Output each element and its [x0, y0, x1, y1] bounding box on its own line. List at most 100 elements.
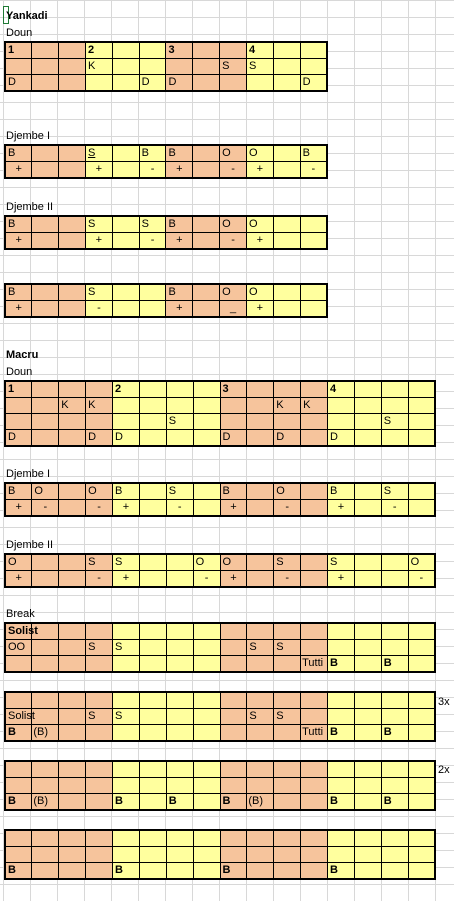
grid-cell [353, 622, 382, 640]
grid-cell: O [407, 553, 436, 571]
grid-cell [31, 300, 60, 318]
grid-row: Solist S S S S [4, 708, 436, 725]
grid-cell [380, 846, 409, 863]
grid-cell [31, 760, 60, 778]
grid-cell [273, 777, 302, 794]
grid-cell [58, 862, 87, 880]
grid-cell [4, 397, 33, 414]
grid-cell [299, 215, 328, 233]
grid-cell: O [4, 553, 33, 571]
grid-cell [407, 829, 436, 847]
grid-cell: S [85, 553, 113, 571]
grid-cell: B [380, 793, 409, 811]
grid-cell: B [327, 724, 355, 742]
grid-cell [58, 74, 86, 92]
grid-cell [272, 58, 301, 75]
grid-cell [165, 691, 194, 709]
grid-cell [272, 283, 301, 301]
grid-cell [273, 760, 302, 778]
grid-cell [138, 499, 167, 517]
grid-cell [300, 708, 328, 725]
grid-cell: Solist [4, 708, 35, 725]
grid-cell [407, 777, 436, 794]
grid-cell [85, 862, 113, 880]
grid-cell [192, 232, 221, 250]
grid-cell: S [246, 639, 275, 656]
grid-cell: S [84, 283, 113, 301]
grid-cell: 4 [327, 380, 355, 398]
grid-cell: D [138, 74, 167, 92]
grid-cell [246, 570, 275, 588]
grid-row: B (B) B B B (B) B B [4, 793, 436, 811]
grid-cell: + [112, 570, 140, 588]
grid-cell [31, 215, 60, 233]
grid-cell [353, 793, 382, 811]
grid-cell [112, 777, 140, 794]
grid-cell [246, 499, 275, 517]
grid-cell [353, 846, 382, 863]
grid-cell [58, 161, 86, 179]
grid-cell [85, 829, 113, 847]
grid-cell [112, 413, 140, 430]
grid-cell [380, 397, 409, 414]
grid-cell: (B) [31, 724, 60, 742]
grid-cell: + [84, 161, 113, 179]
grid-cell: B [327, 482, 355, 500]
grid-macru-djembe-2: O S S O O S S O + - + - + - + - [4, 553, 436, 588]
grid-cell: B [219, 862, 248, 880]
grid-cell [246, 482, 275, 500]
grid-cell [219, 41, 247, 59]
grid-cell [380, 429, 409, 447]
grid-cell: D [112, 429, 140, 447]
grid-cell [112, 724, 140, 742]
grid-cell [273, 862, 302, 880]
grid-cell [138, 397, 167, 414]
grid-cell [85, 622, 113, 640]
grid-cell [165, 429, 194, 447]
grid-cell: - [84, 300, 113, 318]
grid-cell [138, 429, 167, 447]
grid-cell [192, 639, 221, 656]
grid-cell [353, 639, 382, 656]
grid-cell [300, 862, 328, 880]
grid-cell [31, 553, 60, 571]
grid-cell: + [4, 161, 33, 179]
grid-cell [31, 283, 60, 301]
grid-row [4, 829, 436, 847]
grid-cell [58, 622, 87, 640]
grid-cell [58, 691, 87, 709]
grid-cell [58, 655, 87, 673]
label-macru-doun: Doun [6, 366, 33, 378]
grid-cell [192, 793, 221, 811]
grid-cell [58, 793, 87, 811]
grid-cell [138, 283, 167, 301]
grid-cell [31, 413, 60, 430]
grid-cell [246, 829, 275, 847]
grid-row: Solist [4, 622, 436, 640]
grid-cell [380, 691, 409, 709]
grid-cell [58, 300, 86, 318]
grid-cell [299, 283, 328, 301]
grid-cell [353, 397, 382, 414]
grid-cell [246, 724, 275, 742]
grid-cell [138, 41, 167, 59]
grid-cell: B [165, 283, 194, 301]
grid-cell: D [299, 74, 328, 92]
grid-cell: - [138, 232, 167, 250]
grid-cell [353, 413, 382, 430]
grid-cell: - [219, 232, 247, 250]
grid-row: + - + - + - + - [4, 570, 436, 588]
grid-cell: B [4, 862, 33, 880]
grid-cell [353, 429, 382, 447]
label-break: Break [6, 608, 35, 620]
grid-cell [165, 777, 194, 794]
grid-cell: K [84, 58, 113, 75]
grid-cell [84, 74, 113, 92]
grid-cell [219, 639, 248, 656]
grid-cell: D [219, 429, 248, 447]
grid-cell [111, 41, 140, 59]
grid-cell [327, 846, 355, 863]
grid-cell [138, 724, 167, 742]
